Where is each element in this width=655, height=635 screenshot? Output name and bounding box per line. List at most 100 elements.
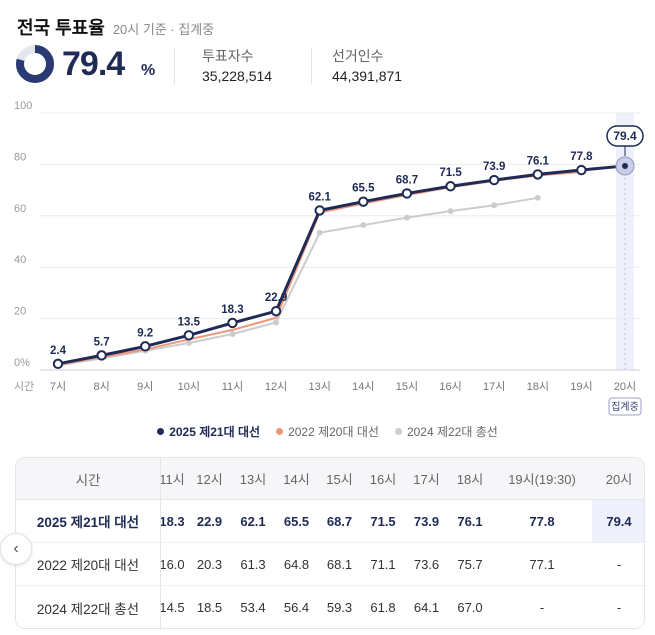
- table-cell: 67.0: [457, 600, 483, 615]
- x-tick-label: 10시: [178, 381, 200, 393]
- table-cell: 18.3: [159, 513, 185, 529]
- table-cell: 77.1: [529, 556, 555, 572]
- x-tick-label: 7시: [50, 381, 66, 393]
- table-cell: -: [616, 600, 622, 615]
- table-cell: -: [539, 600, 545, 615]
- electorate-label: 선거인수: [332, 48, 384, 64]
- legend-item-2024[interactable]: 2024 제22대 총선: [394, 422, 498, 440]
- status-badge: [608, 397, 642, 416]
- table-cell: 61.3: [240, 556, 266, 572]
- data-point: [447, 208, 454, 215]
- table-header-cell: 13시: [239, 472, 267, 487]
- table-cell: 59.3: [326, 600, 353, 615]
- table-cell-highlight: 79.4: [592, 500, 644, 542]
- series-line: [57, 164, 626, 366]
- turnout-rate-unit: %: [141, 62, 156, 79]
- data-label: 68.7: [396, 174, 418, 186]
- table-cell: 68.7: [326, 513, 353, 529]
- table-header-cell: 18시: [456, 472, 484, 487]
- x-tick-label: 17시: [483, 381, 505, 393]
- data-point: [227, 317, 238, 329]
- table-cell: 53.4: [240, 600, 266, 615]
- table-cell: 64.8: [283, 556, 310, 572]
- table-cell: 71.5: [370, 513, 396, 529]
- y-tick-label: 80: [14, 151, 26, 163]
- data-label: 13.5: [178, 316, 201, 328]
- divider: [174, 48, 175, 84]
- latest-value-label: 79.4: [613, 129, 637, 143]
- data-point: [140, 341, 151, 352]
- y-tick-label: 40: [14, 254, 26, 266]
- turnout-table[interactable]: 시간 11시 12시 13시 14시 15시 16시 17시 18시 19시(1…: [15, 457, 645, 629]
- data-point: [52, 358, 64, 370]
- table-cell: 14.5: [159, 600, 185, 615]
- data-point: [185, 340, 192, 347]
- scroll-left-button[interactable]: ‹: [0, 533, 32, 565]
- x-tick-label: 16시: [439, 381, 461, 393]
- table-cell: 22.9: [196, 513, 223, 529]
- x-tick-label: 19시: [570, 381, 592, 393]
- table-row: 2022 제20대 대선 16.0 20.3 61.3 64.8 68.1 71…: [16, 543, 644, 586]
- table-row: 2024 제22대 총선 14.5 18.5 53.4 56.4 59.3 61…: [16, 586, 644, 628]
- table-header-cell: 14시: [283, 472, 310, 487]
- data-label: 18.3: [221, 304, 243, 316]
- series-line: [57, 196, 538, 367]
- page-title: 전국 투표율: [17, 18, 105, 38]
- turnout-ring-icon: [16, 45, 54, 83]
- x-tick-label: 14시: [352, 381, 374, 393]
- legend-item-2025[interactable]: 2025 제21대 대선: [157, 422, 260, 440]
- x-tick-label: 13시: [309, 381, 331, 393]
- x-tick-label: 20시: [614, 381, 636, 393]
- y-tick-label: 60: [14, 203, 26, 215]
- data-point: [491, 202, 498, 209]
- data-label: 2.4: [50, 345, 67, 357]
- table-cell: 68.1: [326, 556, 353, 572]
- legend-dot-icon: [394, 427, 402, 435]
- legend-label: 2022 제20대 대선: [288, 424, 379, 439]
- electorate-value: 44,391,871: [332, 68, 403, 84]
- turnout-line-chart: 0% 20 40 60 80 100 시간 7시 8시 9시 10시 11시 12시 13시 14시 15시 1…: [14, 100, 644, 416]
- table-cell: 73.6: [413, 556, 440, 572]
- data-label: 71.5: [439, 167, 462, 179]
- legend-item-2022[interactable]: 2022 제20대 대선: [276, 422, 379, 440]
- y-tick-label: 100: [14, 100, 32, 112]
- table-corner: 시간: [16, 458, 161, 499]
- data-point: [273, 319, 280, 326]
- x-axis-title: 시간: [14, 380, 34, 393]
- legend-label: 2024 제22대 총선: [406, 424, 498, 439]
- table-cell: 16.0: [159, 556, 185, 572]
- data-point: [316, 229, 323, 236]
- data-label: 65.5: [352, 183, 375, 195]
- table-cell: 56.4: [283, 600, 310, 615]
- table-header-cell: 20시: [605, 472, 633, 487]
- x-tick-label: 18시: [527, 381, 549, 393]
- table-cell: -: [616, 556, 622, 572]
- table-header-cell: 16시: [369, 472, 397, 487]
- data-point: [488, 174, 500, 186]
- header: 전국 투표율 20시 기준 · 집계중: [17, 14, 214, 38]
- data-point: [360, 222, 367, 229]
- y-tick-label: 0%: [14, 357, 30, 369]
- table-header-cell: 12시: [196, 472, 223, 487]
- voters-label: 투표자수: [202, 48, 254, 64]
- x-tick-label: 12시: [265, 381, 287, 393]
- data-label: 22.9: [265, 292, 287, 304]
- data-point: [532, 169, 543, 180]
- table-cell: 64.1: [413, 600, 440, 615]
- table-cell: 75.7: [457, 556, 483, 572]
- chevron-left-icon: ‹: [13, 540, 19, 557]
- data-point: [183, 330, 195, 341]
- x-tick-label: 9시: [137, 381, 153, 393]
- data-point: [576, 164, 587, 176]
- data-point: [445, 181, 456, 192]
- data-label: 73.9: [483, 161, 505, 173]
- latest-highlight-band: [616, 113, 634, 370]
- table-header-cell: 19시(19:30): [508, 472, 576, 487]
- x-tick-label: 8시: [93, 381, 109, 393]
- data-label: 5.7: [94, 336, 110, 348]
- x-tick-label: 15시: [396, 381, 418, 393]
- data-point: [270, 305, 282, 317]
- legend-dot-icon: [157, 427, 165, 435]
- x-tick-label: 11시: [222, 381, 244, 393]
- table-header-row: 시간 11시 12시 13시 14시 15시 16시 17시 18시 19시(1…: [16, 458, 644, 500]
